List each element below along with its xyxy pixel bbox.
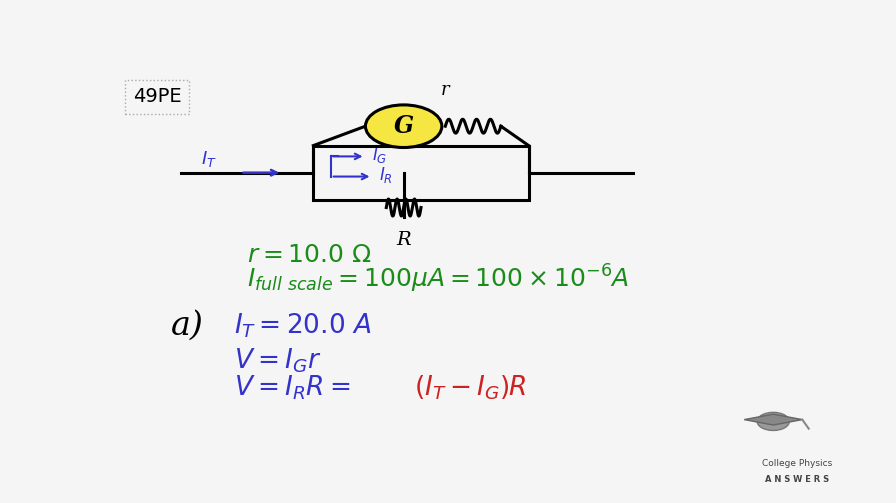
Circle shape [757,412,789,431]
Text: $I_G$: $I_G$ [373,145,388,165]
Text: $(I_T - I_G)R$: $(I_T - I_G)R$ [414,373,527,402]
Text: a): a) [171,310,204,342]
Bar [314,145,529,200]
Text: G: G [393,114,414,138]
Text: $I_{full\ scale} = 100\mu A = 100\times10^{-6}A$: $I_{full\ scale} = 100\mu A = 100\times1… [247,263,630,295]
Text: $r = 10.0\ \Omega$: $r = 10.0\ \Omega$ [247,244,373,268]
Text: $I_T = 20.0\ A$: $I_T = 20.0\ A$ [234,311,371,340]
Text: $I_T$: $I_T$ [202,149,217,169]
Text: A N S W E R S: A N S W E R S [765,475,830,484]
Text: $V = I_G r$: $V = I_G r$ [234,346,321,375]
Text: $I_R$: $I_R$ [379,164,393,185]
Text: College Physics: College Physics [762,459,832,468]
Text: r: r [441,81,450,99]
Circle shape [366,105,442,147]
Text: R: R [396,231,411,249]
Polygon shape [745,414,802,425]
Text: 49PE: 49PE [133,88,182,107]
Text: $V = I_R R =$: $V = I_R R =$ [234,373,350,402]
